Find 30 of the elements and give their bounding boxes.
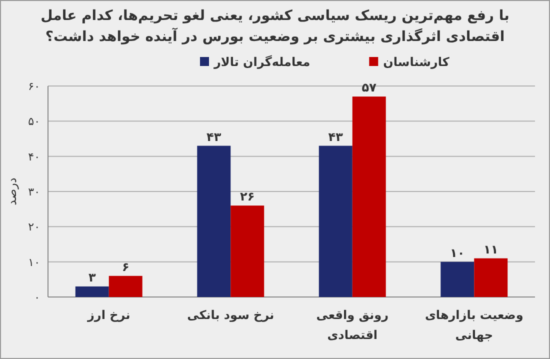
- data-label: ۱۰: [450, 246, 465, 260]
- x-tick-label: رونق واقعی اقتصادی: [316, 308, 389, 342]
- y-tick-label: ۲۰: [28, 220, 40, 234]
- y-tick-label: ۵۰: [28, 115, 40, 128]
- x-tick-label: وضعیت بازارهای جهانی: [424, 308, 524, 342]
- bar: [440, 262, 474, 297]
- y-axis-title: درصد: [5, 178, 19, 206]
- x-tick-label: نرخ ارز: [86, 308, 130, 322]
- legend-label: کارشناسان: [383, 55, 450, 69]
- bar: [75, 286, 109, 297]
- data-label: ۵۷: [362, 80, 378, 95]
- data-label: ۲۶: [240, 190, 255, 204]
- y-tick-label: ۰: [34, 291, 40, 304]
- y-tick-label: ۳۰: [28, 186, 40, 198]
- y-tick-label: ۴۰: [28, 150, 40, 164]
- bar: [318, 146, 352, 297]
- bar: [197, 146, 231, 297]
- bar: [108, 276, 142, 297]
- data-label: ۳: [88, 270, 96, 284]
- x-tick-label: نرخ سود بانکی: [187, 308, 274, 322]
- chart-title: با رفع مهم‌ترین ریسک سیاسی کشور، یعنی لغو تحریم‌ها، کدام عامل اقتصادی اثرگذاری بیشتری بر وضعیت بورس در آینده خواهد داشت؟: [40, 8, 510, 45]
- data-label: ۴۳: [206, 130, 222, 144]
- bar: [352, 96, 386, 297]
- y-tick-label: ۱۰: [28, 256, 40, 269]
- bar: [230, 206, 264, 297]
- bar: [474, 258, 508, 297]
- data-label: ۱۱: [484, 242, 498, 256]
- data-label: ۶: [122, 260, 130, 274]
- y-tick-label: ۶۰: [28, 80, 40, 93]
- data-label: ۴۳: [328, 130, 344, 144]
